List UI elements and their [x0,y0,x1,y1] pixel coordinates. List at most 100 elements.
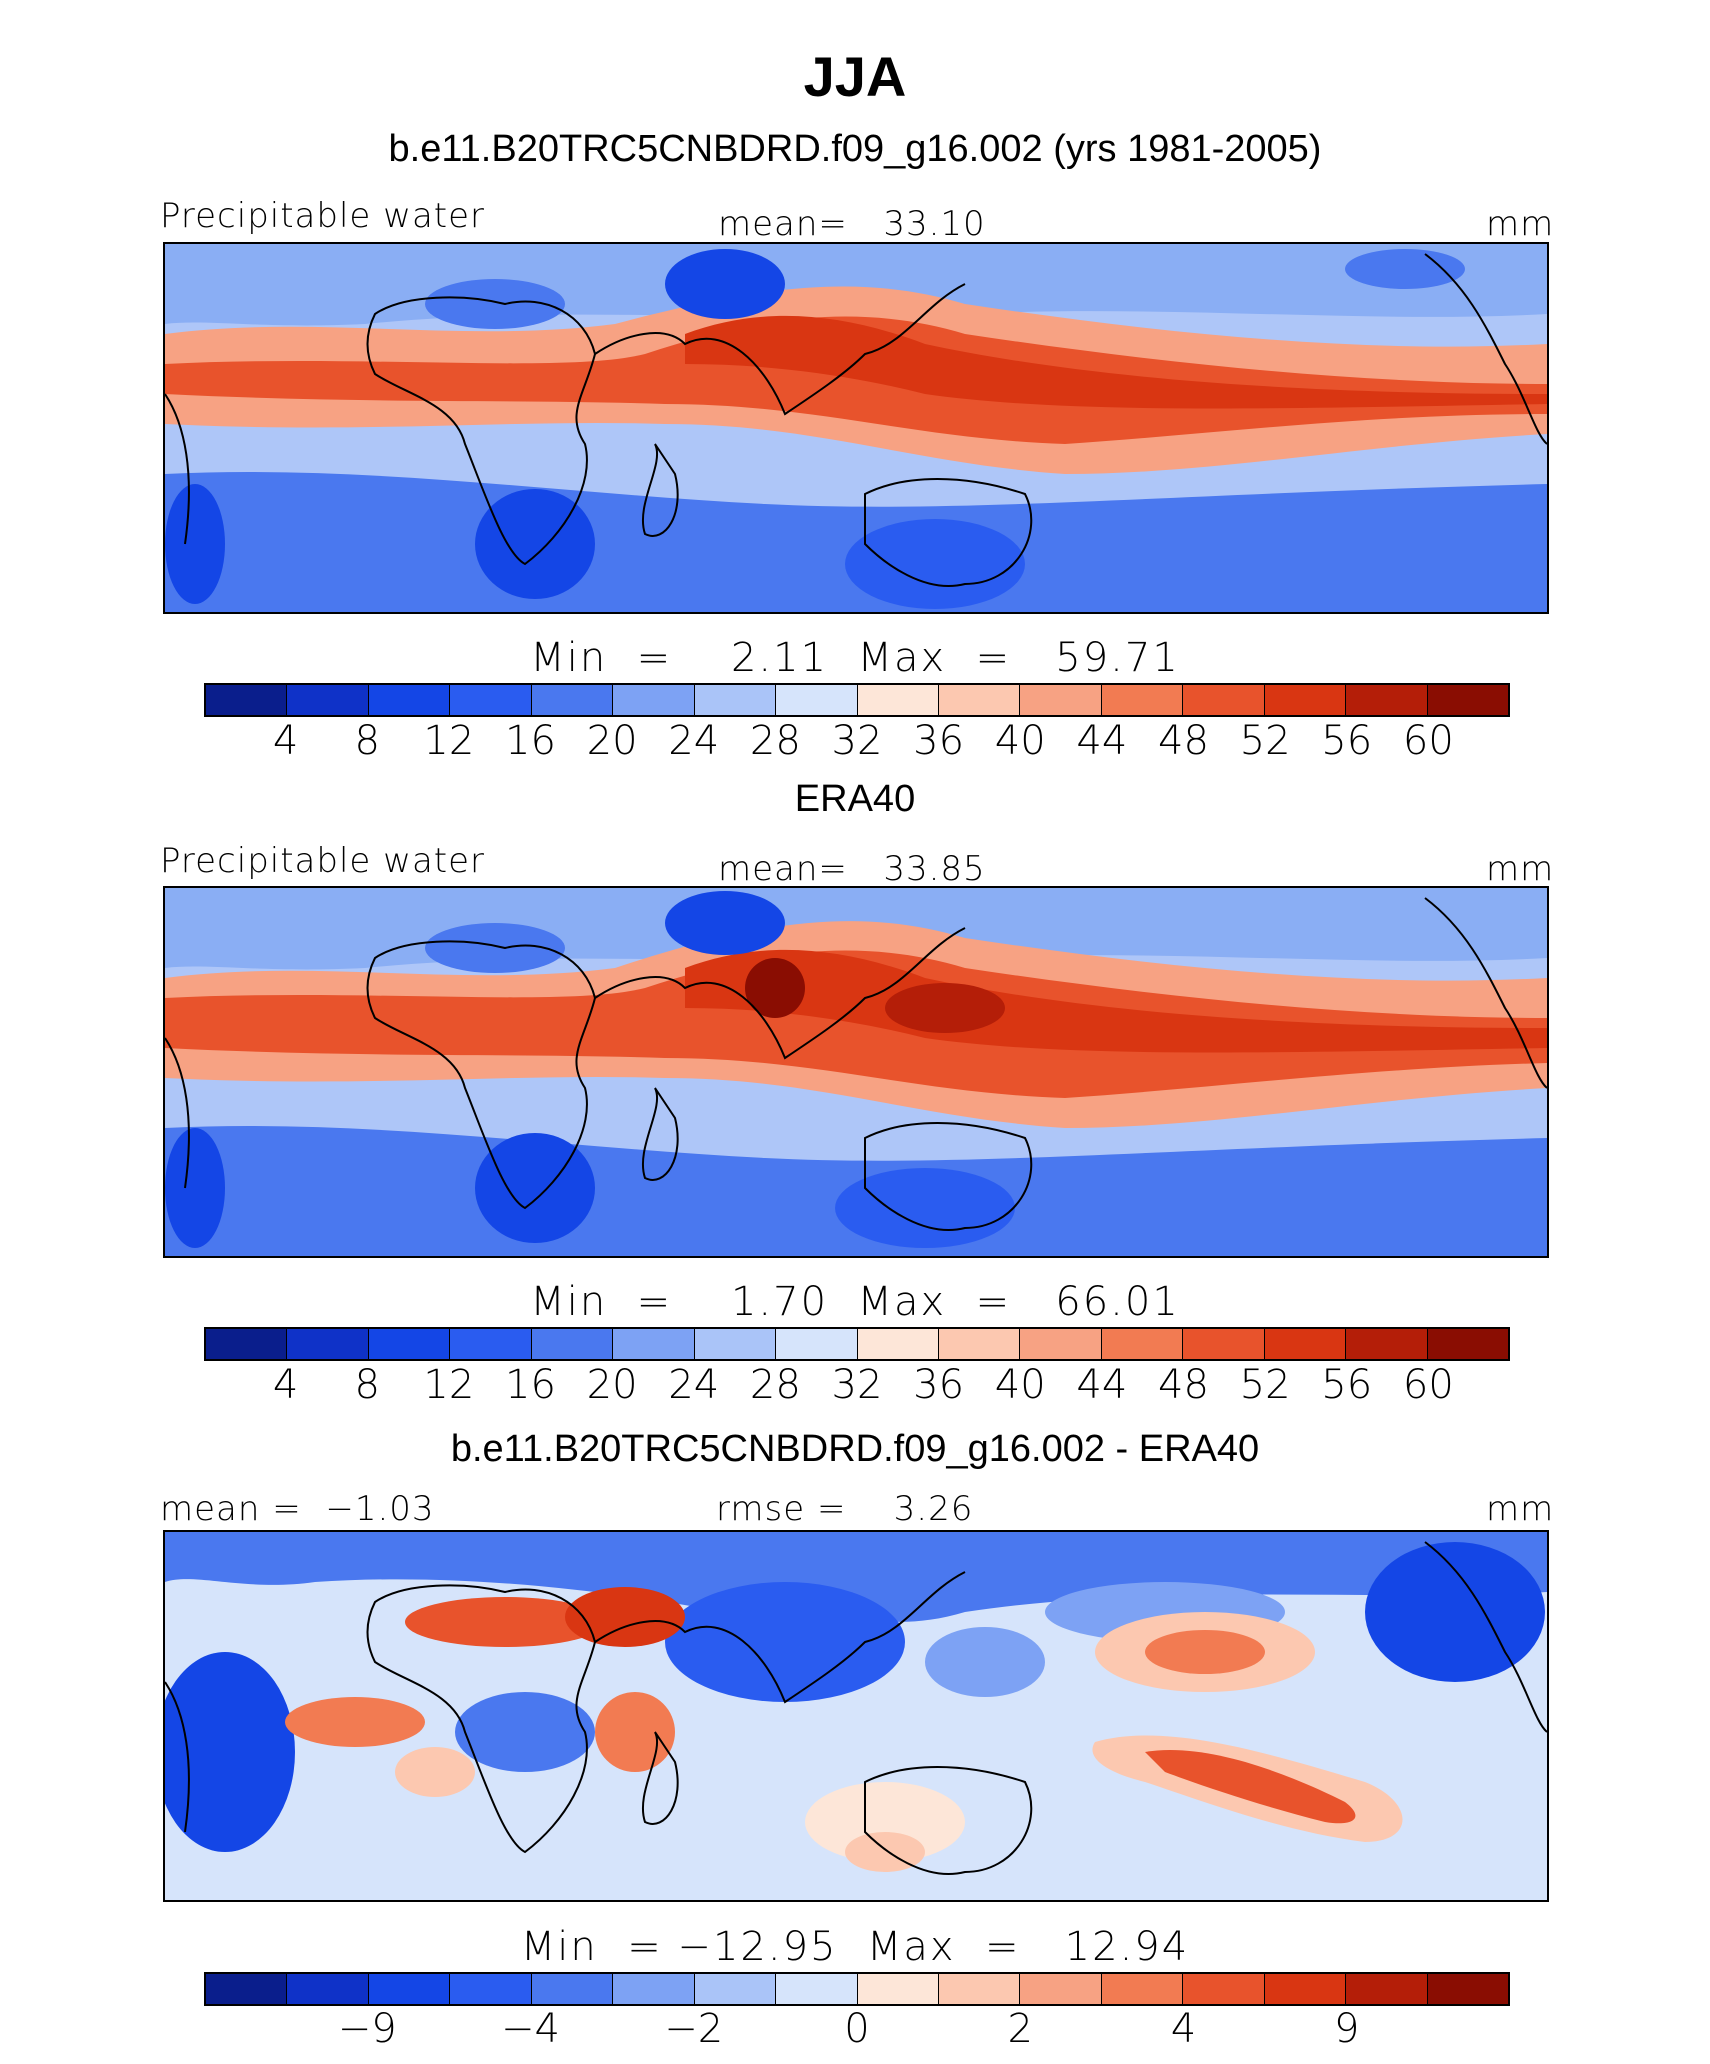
colorbar-box [1020,1329,1102,1359]
panel-1-colorbar [204,683,1510,717]
colorbar-tick-label: 24 [668,1362,720,1408]
colorbar-tick-label: 48 [1158,1362,1209,1408]
colorbar-box [1427,685,1508,715]
panel-1-min-max: Min = 2.11 Max = 59.71 [530,635,1180,681]
colorbar-box [1427,1329,1508,1359]
colorbar-tick-label: 28 [749,718,801,764]
colorbar-tick-label: 52 [1239,718,1291,764]
panel-1-colorbar-ticks: 4 8 12 16 20 24 28 32 36 40 44 48 52 56 60 [204,718,1510,766]
panel-2-units-label: mm [1486,849,1555,889]
panel-3-min-max: Min = −12.95 Max = 12.94 [520,1924,1190,1970]
colorbar-box [776,1974,858,2004]
colorbar-tick-label: 44 [1076,1362,1128,1408]
colorbar-box [857,1329,939,1359]
colorbar-tick-label: 36 [913,718,965,764]
colorbar-box [1346,1974,1428,2004]
colorbar-tick-label: 12 [423,718,475,764]
colorbar-box [1101,1974,1184,2004]
colorbar-box [613,685,695,715]
colorbar-tick-label: 16 [505,1362,556,1408]
colorbar-box [1346,685,1428,715]
panel-1-units-label: mm [1486,204,1555,244]
panel-3-units-label: mm [1486,1489,1555,1529]
colorbar-tick-label: 0 [844,2006,870,2052]
colorbar-tick-label: 8 [354,1362,380,1408]
colorbar-tick-label: 32 [831,718,883,764]
colorbar-box [287,1974,369,2004]
colorbar-box [368,685,451,715]
colorbar-box [1346,1329,1428,1359]
colorbar-tick-label: 9 [1334,2006,1360,2052]
colorbar-box [857,1974,939,2004]
panel-1-title: b.e11.B20TRC5CNBDRD.f09_g16.002 (yrs 198… [388,128,1322,170]
colorbar-box [206,1329,288,1359]
colorbar-tick-label: 60 [1402,1362,1454,1408]
colorbar-tick-label: 4 [1170,2006,1197,2052]
panel-1-map [163,242,1549,614]
colorbar-box [287,685,369,715]
colorbar-box [938,1329,1021,1359]
colorbar-box [368,1329,451,1359]
colorbar-box [531,1329,614,1359]
panel-2-variable-label: Precipitable water [160,841,486,881]
colorbar-tick-label: −4 [501,2006,560,2052]
colorbar-tick-label: 20 [586,718,638,764]
colorbar-box [613,1329,695,1359]
colorbar-tick-label: 48 [1158,718,1209,764]
colorbar-box [450,1974,532,2004]
colorbar-tick-label: 56 [1321,718,1373,764]
colorbar-tick-label: 4 [272,1362,299,1408]
panel-3-title: b.e11.B20TRC5CNBDRD.f09_g16.002 - ERA40 [450,1428,1260,1470]
colorbar-box [857,685,939,715]
colorbar-tick-label: 40 [994,718,1046,764]
colorbar-tick-label: 4 [272,718,299,764]
panel-3-map [163,1530,1549,1902]
colorbar-box [531,685,614,715]
colorbar-tick-label: 52 [1239,1362,1291,1408]
panel-3-mean-label: mean = −1.03 [160,1489,435,1529]
colorbar-tick-label: 36 [913,1362,965,1408]
colorbar-box [1020,685,1102,715]
colorbar-box [1183,685,1265,715]
colorbar-box [776,685,858,715]
colorbar-tick-label: 8 [354,718,380,764]
colorbar-box [694,685,777,715]
colorbar-box [776,1329,858,1359]
colorbar-box [1101,685,1184,715]
colorbar-tick-label: −9 [337,2006,397,2052]
panel-2-colorbar [204,1327,1510,1361]
colorbar-tick-label: 20 [586,1362,638,1408]
colorbar-tick-label: 24 [668,718,720,764]
panel-1-variable-label: Precipitable water [160,196,486,236]
colorbar-box [613,1974,695,2004]
colorbar-box [1020,1974,1102,2004]
colorbar-box [531,1974,614,2004]
panel-2-min-max: Min = 1.70 Max = 66.01 [530,1279,1180,1325]
panel-2-map [163,886,1549,1258]
colorbar-box [1183,1329,1265,1359]
panel-2-mean-label: mean= 33.85 [718,849,986,889]
colorbar-tick-label: 60 [1402,718,1454,764]
colorbar-box [450,685,532,715]
colorbar-box [694,1329,777,1359]
panel-1-mean-label: mean= 33.10 [718,204,986,244]
panel-3-colorbar-ticks: −9 −4 −2 0 2 4 9 [204,2006,1510,2054]
colorbar-box [938,685,1021,715]
panel-3-colorbar [204,1972,1510,2006]
colorbar-box [1264,1974,1347,2004]
colorbar-box [206,1974,288,2004]
colorbar-tick-label: 2 [1007,2006,1033,2052]
colorbar-tick-label: 16 [505,718,556,764]
colorbar-tick-label: 12 [423,1362,475,1408]
colorbar-tick-label: 40 [994,1362,1046,1408]
figure-title: JJA [803,45,907,108]
colorbar-box [450,1329,532,1359]
colorbar-tick-label: 28 [749,1362,801,1408]
colorbar-box [368,1974,451,2004]
colorbar-tick-label: 32 [831,1362,883,1408]
colorbar-box [287,1329,369,1359]
colorbar-box [1183,1974,1265,2004]
colorbar-box [1101,1329,1184,1359]
panel-2-colorbar-ticks: 4 8 12 16 20 24 28 32 36 40 44 48 52 56 60 [204,1362,1510,1410]
colorbar-box [1264,685,1347,715]
